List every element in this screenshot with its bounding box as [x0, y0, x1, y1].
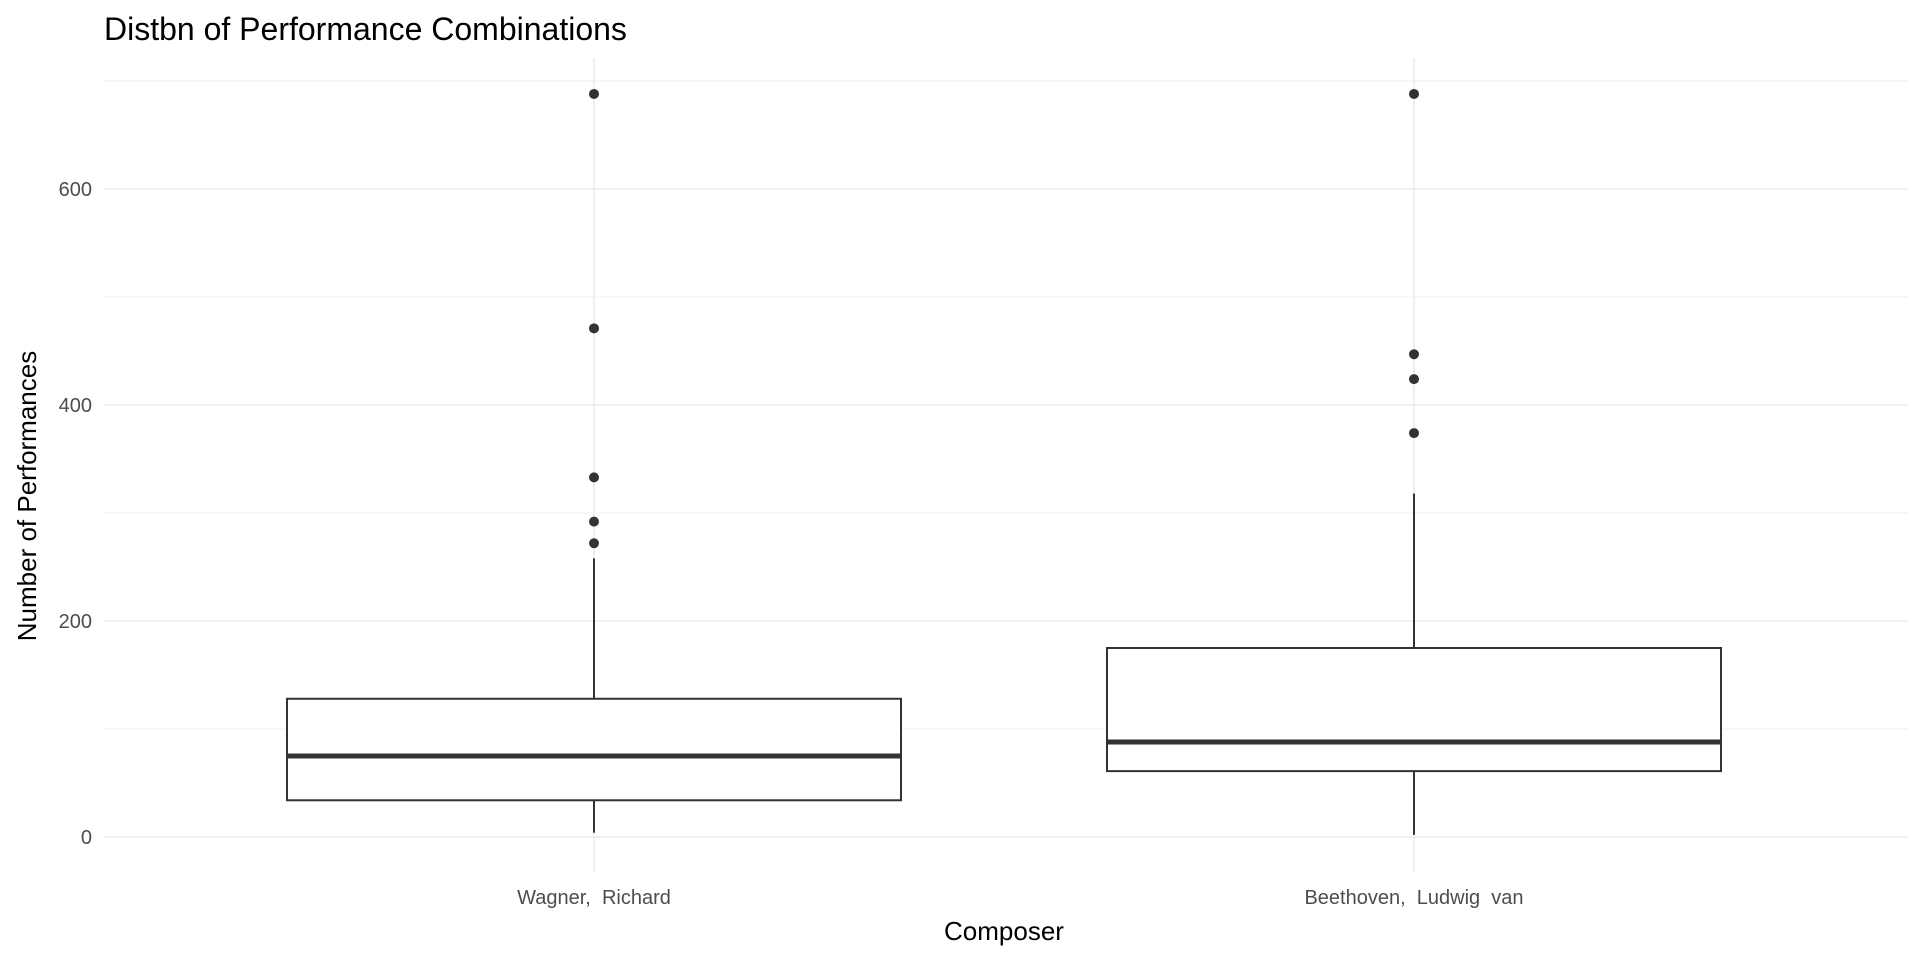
y-axis-ticks: 0 200 400 600 — [59, 179, 92, 849]
outlier-point — [1409, 428, 1419, 439]
y-tick-label: 400 — [59, 395, 92, 417]
outlier-point — [589, 472, 599, 483]
iqr-box — [1106, 647, 1722, 773]
box-group — [286, 88, 902, 833]
x-tick-label: Wagner, Richard — [517, 887, 671, 909]
iqr-box — [286, 697, 902, 802]
x-axis-ticks: Wagner, Richard Beethoven, Ludwig van — [517, 887, 1523, 909]
y-axis-title: Number of Performances — [12, 351, 42, 641]
outlier-point — [589, 538, 599, 549]
outlier-point — [589, 516, 599, 527]
outlier-point — [1409, 374, 1419, 385]
x-axis-title: Composer — [944, 916, 1064, 946]
boxes — [286, 88, 1722, 835]
outlier-point — [589, 88, 599, 99]
x-tick-label: Beethoven, Ludwig van — [1304, 887, 1523, 909]
outlier-point — [1409, 349, 1419, 360]
outlier-point — [589, 323, 599, 334]
gridlines — [104, 58, 1908, 872]
outlier-point — [1409, 88, 1419, 99]
chart-title: Distbn of Performance Combinations — [104, 11, 627, 47]
y-tick-label: 600 — [59, 179, 92, 201]
box-group — [1106, 88, 1722, 835]
y-tick-label: 200 — [59, 611, 92, 633]
y-tick-label: 0 — [81, 827, 92, 849]
